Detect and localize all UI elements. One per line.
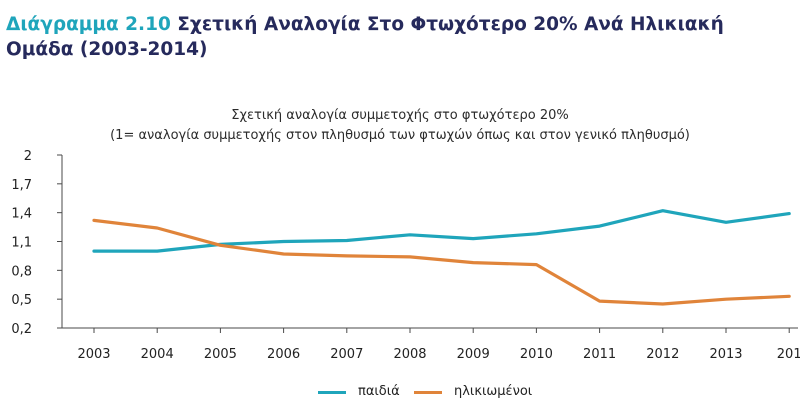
heading-number: Διάγραμμα 2.10 xyxy=(6,14,171,35)
heading-text: Σχετική Αναλογία Στο Φτωχότερο 20% Ανά Η… xyxy=(6,14,724,60)
x-tick-labels: 2003 2004 2005 2006 2007 2008 2009 2010 2011 2012… xyxy=(77,347,800,362)
x-tick-label: 2007 xyxy=(330,347,363,362)
chart-legend: παιδιά ηλικιωμένοι xyxy=(0,380,800,404)
y-tick-label: 1,7 xyxy=(11,178,32,193)
page-heading: Διάγραμμα 2.10 Σχετική Αναλογία Στο Φτωχ… xyxy=(6,12,796,62)
y-tick-label: 0,2 xyxy=(11,322,32,337)
legend-swatch-elderly xyxy=(414,391,442,394)
x-tick-label: 2013 xyxy=(709,347,742,362)
series-line-children xyxy=(92,209,791,253)
series-lines xyxy=(92,209,791,306)
chart-axes xyxy=(57,154,798,333)
series-line-elderly xyxy=(92,218,791,306)
x-tick-label: 201 xyxy=(777,347,800,362)
chart-subtitle: (1= αναλογία συμμετοχής στον πληθυσμό τω… xyxy=(110,128,690,143)
x-tick-label: 2008 xyxy=(393,347,426,362)
y-tick-label: 0,5 xyxy=(11,293,32,308)
x-tick-label: 2011 xyxy=(583,347,616,362)
legend-label-elderly: ηλικιωμένοι xyxy=(454,384,533,399)
y-tick-label: 2 xyxy=(24,149,32,164)
legend-swatch-children xyxy=(318,391,346,394)
legend-label-children: παιδιά xyxy=(358,384,400,399)
y-tick-labels: 2 1,7 1,4 1,1 0,8 0,5 0,2 xyxy=(11,149,32,337)
x-tick-label: 2005 xyxy=(204,347,237,362)
y-tick-label: 0,8 xyxy=(11,264,32,279)
y-tick-label: 1,4 xyxy=(11,207,32,222)
y-tick-label: 1,1 xyxy=(11,236,32,251)
chart-title: Σχετική αναλογία συμμετοχής στο φτωχότερ… xyxy=(231,108,569,123)
x-tick-label: 2012 xyxy=(646,347,679,362)
x-tick-label: 2003 xyxy=(77,347,110,362)
x-tick-label: 2004 xyxy=(141,347,174,362)
x-tick-label: 2010 xyxy=(520,347,553,362)
x-tick-label: 2006 xyxy=(267,347,300,362)
x-tick-label: 2009 xyxy=(457,347,490,362)
